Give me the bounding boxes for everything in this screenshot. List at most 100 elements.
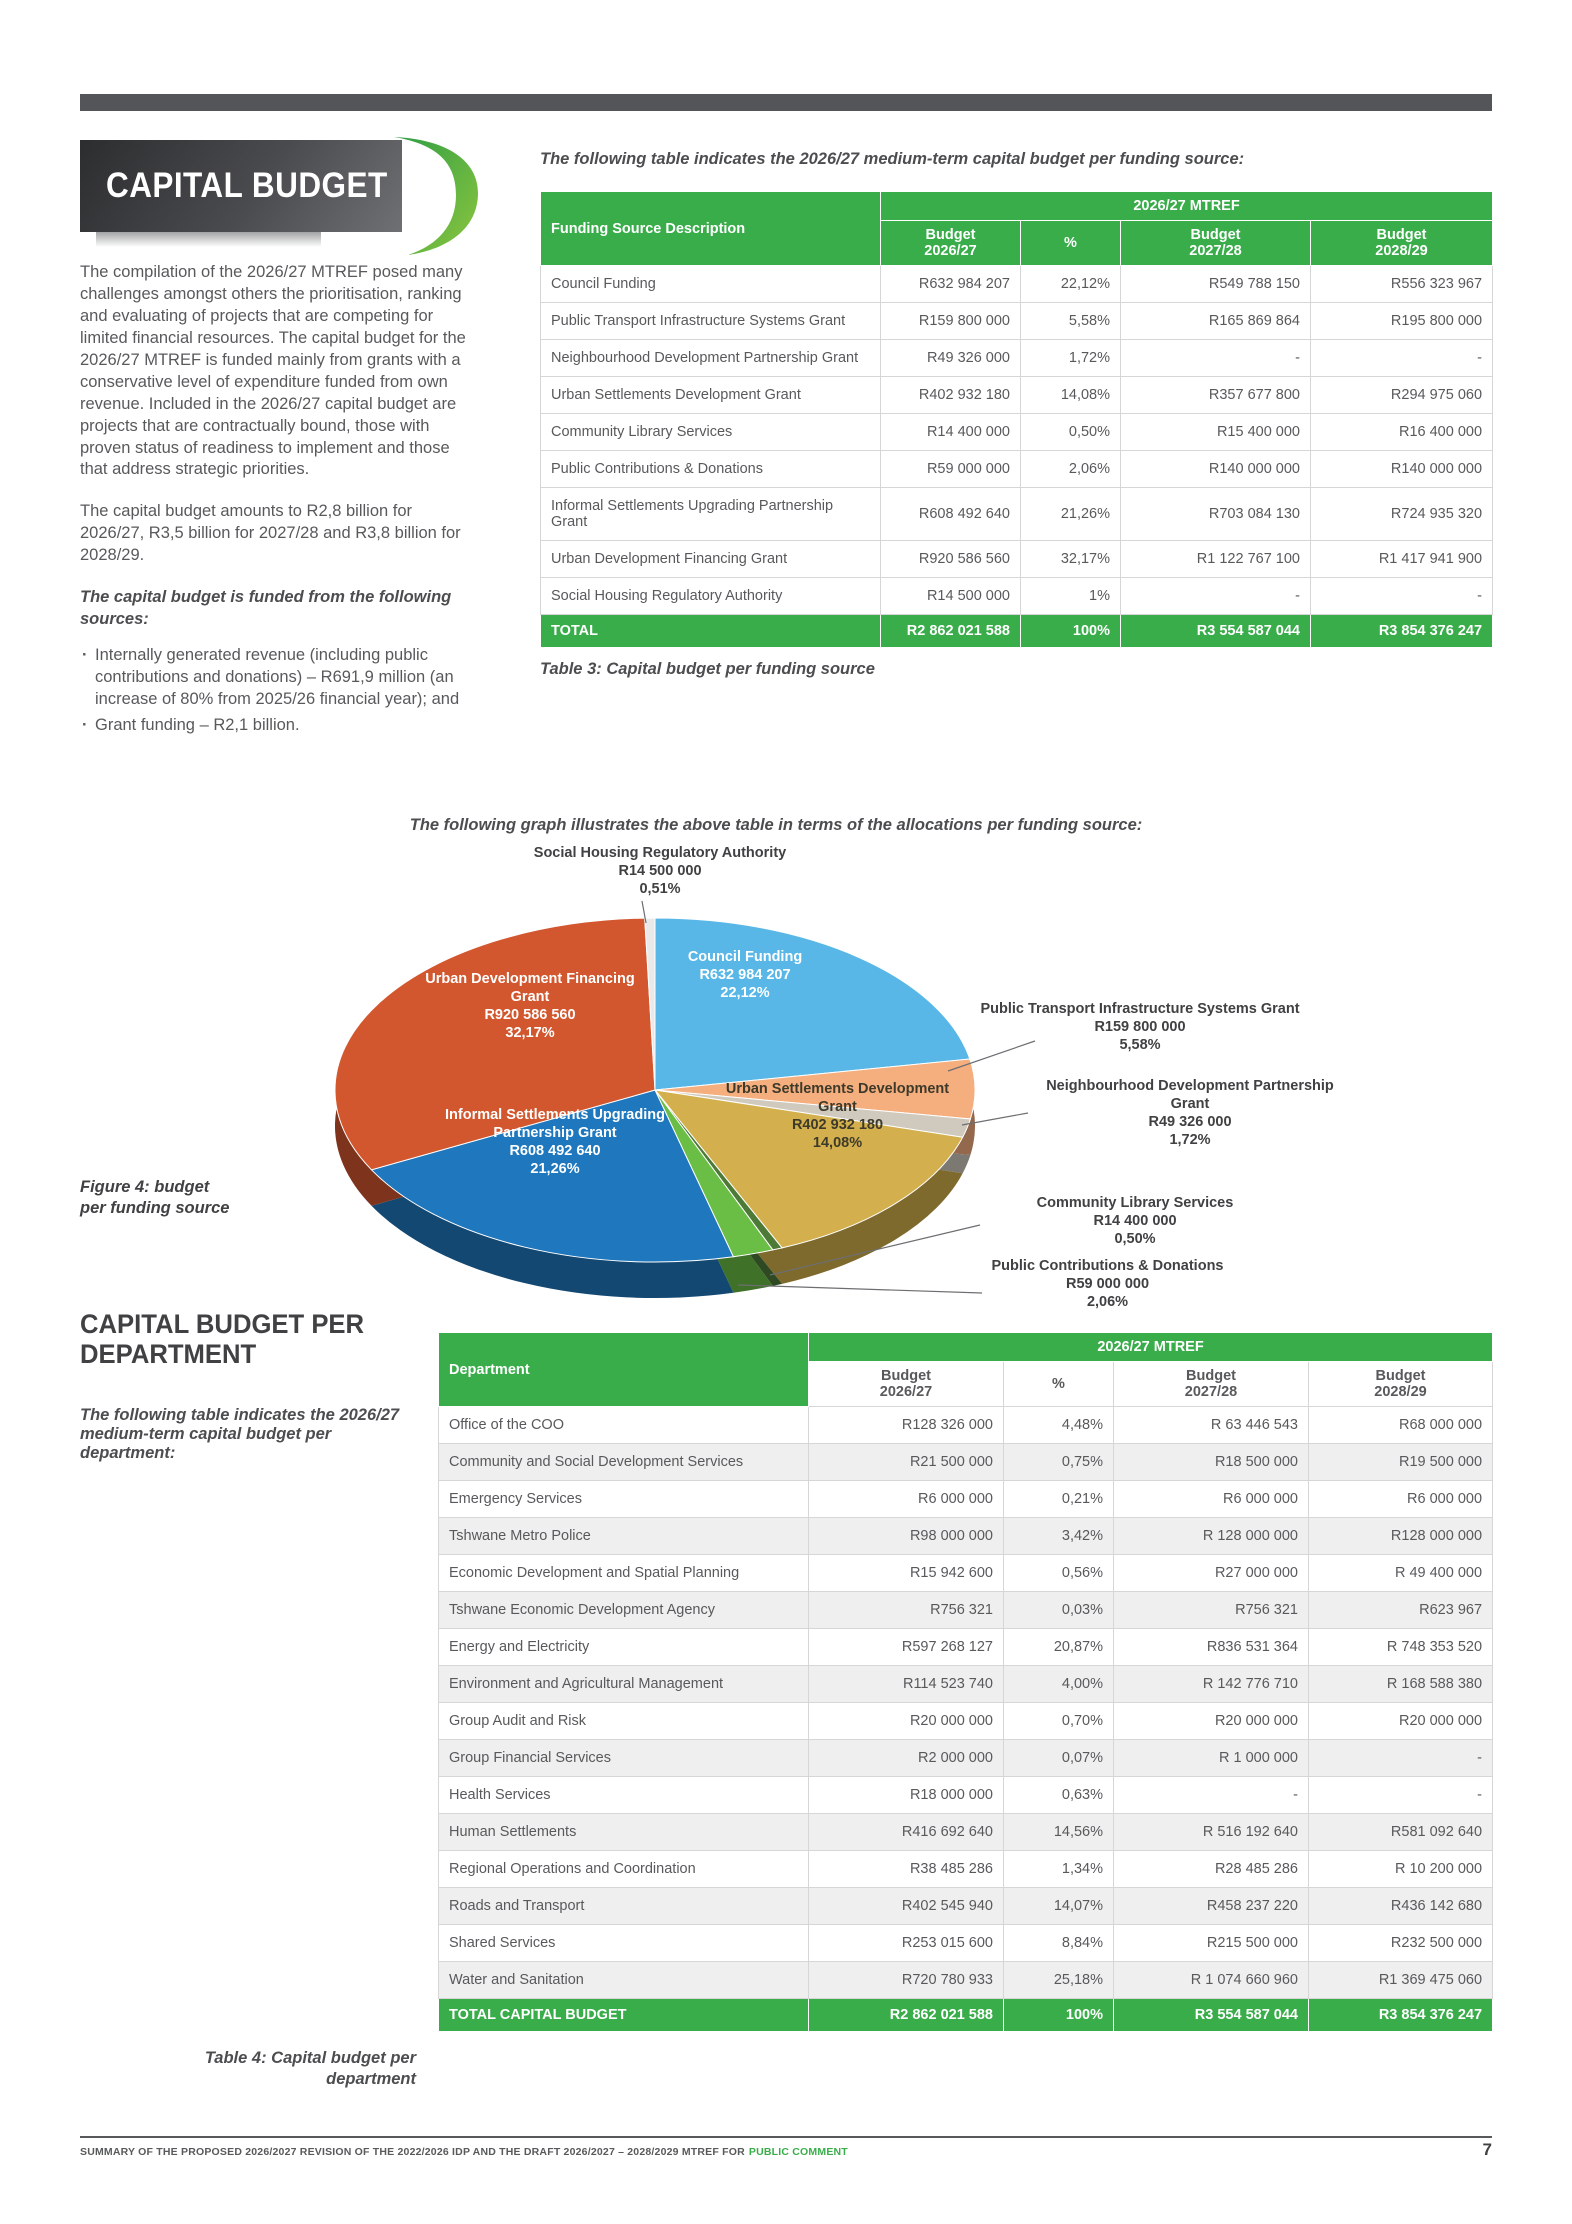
department-col1-header: Department: [438, 1332, 809, 1407]
department-table-row: Regional Operations and Coordination R38 …: [438, 1850, 1494, 1888]
row-value: R18 000 000: [808, 1776, 1004, 1814]
department-table-row: Community and Social Development Service…: [438, 1443, 1494, 1481]
row-label: Tshwane Economic Development Agency: [438, 1591, 809, 1629]
total-label: TOTAL: [540, 614, 881, 648]
row-value: R21 500 000: [808, 1443, 1004, 1481]
row-value: R195 800 000: [1309, 302, 1494, 340]
row-value: R720 780 933: [808, 1961, 1004, 1999]
row-value: 14,08%: [1020, 376, 1121, 414]
row-value: 4,48%: [1003, 1406, 1114, 1444]
row-value: R18 500 000: [1113, 1443, 1309, 1481]
funding-table-row: Neighbourhood Development Partnership Gr…: [540, 339, 1494, 377]
row-value: 25,18%: [1003, 1961, 1114, 1999]
mtref-group-header: 2026/27 MTREF: [879, 191, 1494, 221]
row-value: 0,56%: [1003, 1554, 1114, 1592]
row-value: R20 000 000: [1113, 1702, 1309, 1740]
row-label: Emergency Services: [438, 1480, 809, 1518]
total-value: R2 862 021 588: [808, 1998, 1004, 2032]
row-value: R756 321: [1113, 1591, 1309, 1629]
row-value: R49 326 000: [880, 339, 1021, 377]
row-value: R165 869 864: [1120, 302, 1311, 340]
row-value: R549 788 150: [1120, 265, 1311, 303]
row-value: R6 000 000: [1307, 1480, 1494, 1518]
row-value: R 142 776 710: [1113, 1665, 1309, 1703]
row-value: R581 092 640: [1307, 1813, 1494, 1851]
funding-table-row: Community Library Services R14 400 000 0,5…: [540, 413, 1494, 451]
department-table-row: Shared Services R253 015 600 8,84% R215 500…: [438, 1924, 1494, 1962]
row-value: 1,72%: [1020, 339, 1121, 377]
row-value: 5,58%: [1020, 302, 1121, 340]
capital-budget-title-block: CAPITAL BUDGET: [80, 140, 402, 232]
funding-table-row: Urban Development Financing Grant R920 58…: [540, 540, 1494, 578]
row-value: 0,75%: [1003, 1443, 1114, 1481]
row-value: R6 000 000: [808, 1480, 1004, 1518]
row-value: R253 015 600: [808, 1924, 1004, 1962]
intro-paragraph-2: The capital budget amounts to R2,8 billi…: [80, 502, 461, 565]
row-value: R 516 192 640: [1113, 1813, 1309, 1851]
total-value: R3 554 587 044: [1113, 1998, 1309, 2032]
row-value: R623 967: [1307, 1591, 1494, 1629]
footer-text: SUMMARY OF THE PROPOSED 2026/2027 REVISI…: [80, 2146, 848, 2158]
list-item: Internally generated revenue (including …: [80, 645, 472, 711]
row-value: 0,63%: [1003, 1776, 1114, 1814]
total-value: 100%: [1003, 1998, 1114, 2032]
row-value: R1 122 767 100: [1120, 540, 1311, 578]
row-value: R128 326 000: [808, 1406, 1004, 1444]
row-value: 1%: [1020, 577, 1121, 615]
col-header-budget-2028: Budget 2028/29: [1307, 1361, 1494, 1407]
department-table-row: Tshwane Economic Development Agency R756 …: [438, 1591, 1494, 1629]
row-value: R128 000 000: [1307, 1517, 1494, 1555]
row-value: R 49 400 000: [1307, 1554, 1494, 1592]
pie-label-neighbourhood: Neighbourhood Development Partnership Gr…: [1046, 1078, 1334, 1148]
footer-public-comment-link[interactable]: PUBLIC COMMENT: [748, 2146, 848, 2158]
footer-summary-text: SUMMARY OF THE PROPOSED 2026/2027 REVISI…: [80, 2146, 745, 2158]
funding-total-row: TOTAL R2 862 021 588 100% R3 554 587 044…: [540, 614, 1494, 648]
row-label: Public Transport Infrastructure Systems …: [540, 302, 881, 340]
department-table-row: Office of the COO R128 326 000 4,48% R 63 4…: [438, 1406, 1494, 1444]
row-label: Water and Sanitation: [438, 1961, 809, 1999]
funding-source-table: Funding Source Description 2026/27 MTREF…: [540, 191, 1494, 648]
col-header-budget-2027: Budget 2027/28: [1113, 1361, 1309, 1407]
row-label: Urban Development Financing Grant: [540, 540, 881, 578]
row-value: R232 500 000: [1307, 1924, 1494, 1962]
row-value: -: [1307, 1776, 1494, 1814]
row-value: R15 400 000: [1120, 413, 1311, 451]
row-value: R98 000 000: [808, 1517, 1004, 1555]
funding-table-row: Public Contributions & Donations R59 000 …: [540, 450, 1494, 488]
row-value: R20 000 000: [808, 1702, 1004, 1740]
row-value: 0,03%: [1003, 1591, 1114, 1629]
row-value: R402 545 940: [808, 1887, 1004, 1925]
row-value: R15 942 600: [808, 1554, 1004, 1592]
row-label: Human Settlements: [438, 1813, 809, 1851]
funding-table-row: Informal Settlements Upgrading Partnersh…: [540, 487, 1494, 541]
funded-sources-list: Internally generated revenue (including …: [80, 645, 472, 737]
row-value: R1 417 941 900: [1309, 540, 1494, 578]
row-value: 4,00%: [1003, 1665, 1114, 1703]
row-value: R402 932 180: [880, 376, 1021, 414]
row-value: 0,07%: [1003, 1739, 1114, 1777]
department-table-row: Roads and Transport R402 545 940 14,07% R45…: [438, 1887, 1494, 1925]
row-value: R16 400 000: [1309, 413, 1494, 451]
funding-table-intro: The following table indicates the 2026/2…: [540, 150, 1245, 168]
department-table-row: Water and Sanitation R720 780 933 25,18% R …: [438, 1961, 1494, 1999]
row-value: R140 000 000: [1309, 450, 1494, 488]
intro-text-column: The compilation of the 2026/27 MTREF pos…: [80, 262, 472, 741]
pie-label-public-contributions: Public Contributions & Donations R59 000…: [991, 1258, 1224, 1310]
row-value: 32,17%: [1020, 540, 1121, 578]
row-value: R756 321: [808, 1591, 1004, 1629]
row-value: R608 492 640: [880, 487, 1021, 541]
intro-paragraph-1: The compilation of the 2026/27 MTREF pos…: [80, 263, 466, 479]
row-value: R357 677 800: [1120, 376, 1311, 414]
col-header-budget-2026: Budget 2026/27: [880, 220, 1021, 266]
department-table-row: Health Services R18 000 000 0,63% - -: [438, 1776, 1494, 1814]
row-value: R38 485 286: [808, 1850, 1004, 1888]
pie-label-community-library: Community Library Services R14 400 000 0…: [1036, 1195, 1234, 1247]
row-value: 14,56%: [1003, 1813, 1114, 1851]
row-value: -: [1309, 339, 1494, 377]
row-label: Health Services: [438, 1776, 809, 1814]
row-label: Community Library Services: [540, 413, 881, 451]
row-value: R14 500 000: [880, 577, 1021, 615]
row-value: R2 000 000: [808, 1739, 1004, 1777]
row-value: R597 268 127: [808, 1628, 1004, 1666]
row-value: 21,26%: [1020, 487, 1121, 541]
